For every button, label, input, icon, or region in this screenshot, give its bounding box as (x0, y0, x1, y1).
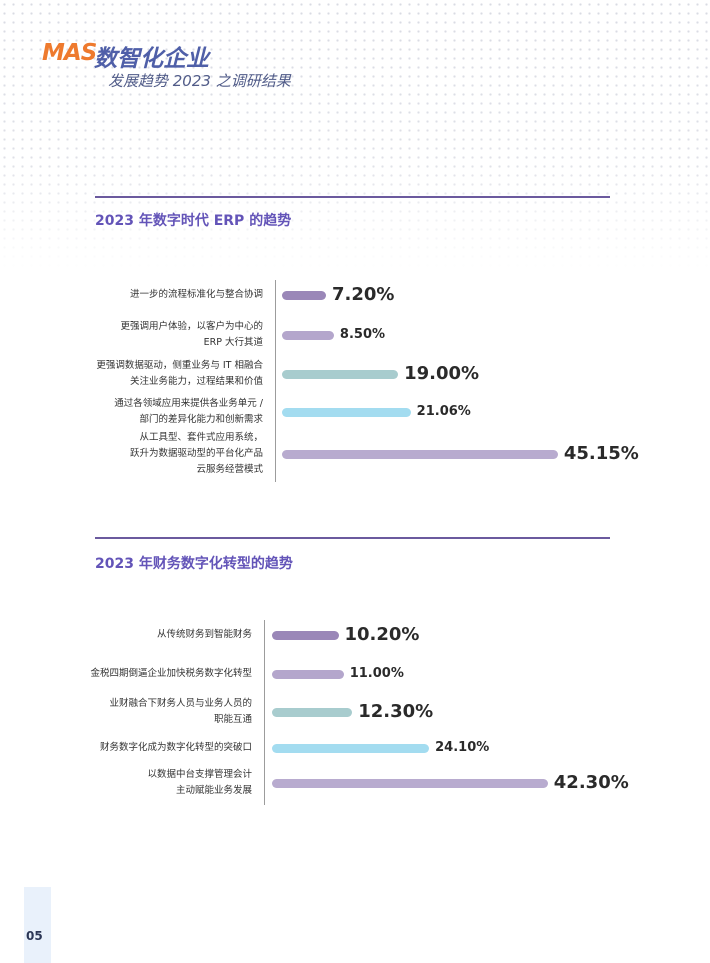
dot-pattern-background (0, 0, 710, 270)
page-number-tab (24, 887, 51, 963)
category-label-line: 主动赋能业务发展 (175, 785, 252, 796)
bar-value-label: 12.30% (358, 700, 434, 722)
bar (282, 330, 334, 340)
category-label-line: 更强调数据驱动，侧重业务与 IT 相融合 (96, 360, 263, 371)
bar (282, 290, 326, 300)
logo-title: 数智化企业 (94, 46, 209, 72)
category-label-line: 通过各领域应用来提供各业务单元 / (114, 398, 263, 409)
bar (282, 407, 411, 417)
bar (272, 778, 548, 788)
category-label: 更强调数据驱动，侧重业务与 IT 相融合关注业务能力，过程结果和价值 (96, 358, 263, 390)
bar-value-label: 10.20% (344, 623, 420, 645)
category-label: 从工具型、套件式应用系统， 跃升为数据驱动型的平台化产品云服务经营模式 (130, 430, 263, 478)
category-label-line: 业财融合下财务人员与业务人员的 (109, 698, 252, 709)
category-label: 以数据中台支撑管理会计主动赋能业务发展 (147, 767, 252, 799)
category-label: 业财融合下财务人员与业务人员的职能互通 (109, 696, 252, 728)
chart-axis-line (264, 620, 265, 805)
bar (272, 743, 430, 753)
bar (282, 369, 399, 379)
category-label-line: 进一步的流程标准化与整合协调 (129, 289, 263, 300)
bar-value-label: 11.00% (349, 665, 404, 681)
bar (282, 449, 558, 459)
bar-value-label: 24.10% (435, 739, 490, 755)
category-label-line: 关注业务能力，过程结果和价值 (129, 376, 263, 387)
category-label-line: 从工具型、套件式应用系统， (139, 432, 263, 443)
logo-subtitle: 发展趋势 2023 之调研结果 (108, 72, 291, 90)
category-label: 进一步的流程标准化与整合协调 (130, 287, 263, 303)
category-label-line: 从传统财务到智能财务 (156, 629, 252, 640)
category-label-line: 职能互通 (213, 714, 252, 725)
bar-value-label: 19.00% (404, 362, 480, 384)
category-label-line: ERP 大行其道 (203, 337, 263, 348)
category-label: 金税四期倒逼企业加快税务数字化转型 (90, 666, 252, 682)
bar-value-label: 42.30% (553, 771, 629, 793)
page-number: 05 (26, 929, 43, 943)
bar (272, 630, 339, 640)
category-label-line: 云服务经营模式 (196, 464, 263, 475)
bar (272, 707, 353, 717)
bar (272, 669, 344, 679)
category-label-line: 跃升为数据驱动型的平台化产品 (129, 448, 263, 459)
category-label-line: 部门的差异化能力和创新需求 (139, 414, 263, 425)
bar-value-label: 45.15% (563, 442, 639, 464)
category-label: 财务数字化成为数字化转型的突破口 (100, 740, 252, 756)
bar-value-label: 21.06% (416, 403, 471, 419)
bar-value-label: 7.20% (331, 283, 395, 305)
category-label: 通过各领域应用来提供各业务单元 / 部门的差异化能力和创新需求 (114, 396, 263, 428)
category-label-line: 金税四期倒逼企业加快税务数字化转型 (90, 668, 252, 679)
category-label: 更强调用户体验，以客户为中心的 ERP 大行其道 (120, 319, 263, 351)
category-label-line: 更强调用户体验，以客户为中心的 (120, 321, 263, 332)
category-label-line: 以数据中台支撑管理会计 (147, 769, 252, 780)
category-label-line: 财务数字化成为数字化转型的突破口 (99, 742, 252, 753)
chart-2-title: 2023 年财务数字化转型的趋势 (95, 556, 293, 572)
logo-mark: MAS (42, 40, 97, 66)
category-label: 从传统财务到智能财务 (157, 627, 252, 643)
chart-2-top-rule (95, 537, 610, 539)
chart-1-title: 2023 年数字时代 ERP 的趋势 (95, 213, 292, 229)
chart-axis-line (275, 280, 276, 482)
chart-1-top-rule (95, 196, 610, 198)
bar-value-label: 8.50% (339, 326, 386, 342)
